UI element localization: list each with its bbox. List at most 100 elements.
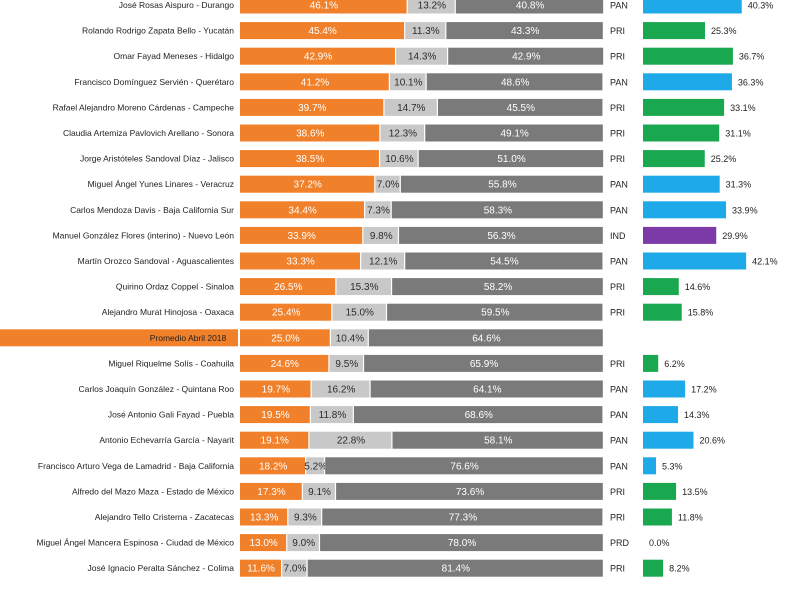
approval-segment-2 bbox=[309, 431, 392, 449]
approval-segment-3 bbox=[455, 0, 604, 14]
approval-segment-2 bbox=[336, 278, 391, 296]
party-label: PRI bbox=[610, 564, 625, 574]
vote-share-label: 14.3% bbox=[684, 410, 710, 420]
approval-segment-label: 54.5% bbox=[490, 257, 518, 268]
approval-segment-label: 7.3% bbox=[367, 205, 390, 216]
approval-segment-1 bbox=[240, 534, 287, 552]
vote-share-label: 40.3% bbox=[748, 1, 774, 11]
party-label: PRI bbox=[610, 513, 625, 523]
approval-segment-1 bbox=[240, 150, 379, 168]
vote-share-label: 5.3% bbox=[662, 461, 683, 471]
party-label: PRI bbox=[610, 103, 625, 113]
governor-row: Rolando Rodrigo Zapata Bello - Yucatán 45… bbox=[82, 22, 737, 40]
approval-segment-label: 24.6% bbox=[271, 359, 299, 370]
governor-name: Omar Fayad Meneses - Hidalgo bbox=[114, 51, 235, 61]
governor-name: Manuel González Flores (interino) - Nuev… bbox=[53, 230, 235, 240]
average-segment-1 bbox=[240, 329, 330, 347]
governor-name: Carlos Mendoza Davis - Baja California S… bbox=[70, 205, 234, 215]
approval-segment-2 bbox=[306, 457, 324, 475]
vote-share-bar bbox=[643, 406, 679, 424]
approval-segment-label: 9.8% bbox=[370, 231, 393, 242]
governor-name: Claudia Artemiza Pavlovich Arellano - So… bbox=[63, 128, 234, 138]
approval-segment-label: 11.6% bbox=[247, 564, 275, 575]
governor-name: Martín Orozco Sandoval - Aguascalientes bbox=[78, 256, 234, 266]
approval-segment-3 bbox=[370, 380, 603, 398]
vote-share-bar bbox=[643, 150, 705, 168]
approval-segment-2 bbox=[384, 98, 437, 116]
vote-share-label: 42.1% bbox=[752, 257, 778, 267]
approval-segment-3 bbox=[399, 226, 603, 244]
approval-segment-label: 46.1% bbox=[310, 1, 338, 12]
vote-share-label: 33.1% bbox=[730, 103, 756, 113]
average-row: Promedio Abril 2018 25.0% 10.4% 64.6% bbox=[0, 329, 603, 347]
governor-row: Miguel Ángel Mancera Espinosa - Ciudad d… bbox=[37, 534, 670, 552]
approval-segment-label: 39.7% bbox=[298, 103, 326, 114]
approval-segment-label: 76.6% bbox=[450, 461, 478, 472]
approval-segment-2 bbox=[329, 354, 363, 372]
vote-share-bar bbox=[643, 98, 725, 116]
approval-segment-label: 14.7% bbox=[397, 103, 425, 114]
approval-segment-label: 12.3% bbox=[389, 129, 417, 140]
governor-row: Carlos Mendoza Davis - Baja California S… bbox=[70, 201, 758, 219]
approval-segment-label: 38.5% bbox=[296, 154, 324, 165]
governor-row: Alfredo del Mazo Maza - Estado de México… bbox=[72, 482, 708, 500]
governor-row: José Antonio Gali Fayad - Puebla 19.5% 11.… bbox=[108, 406, 710, 424]
approval-segment-2 bbox=[310, 406, 353, 424]
approval-segment-label: 55.8% bbox=[488, 180, 516, 191]
approval-segment-3 bbox=[387, 303, 603, 321]
governor-name: Carlos Joaquín González - Quintana Roo bbox=[79, 384, 235, 394]
approval-segment-label: 77.3% bbox=[449, 513, 477, 524]
approval-segment-label: 10.6% bbox=[385, 154, 413, 165]
vote-share-label: 25.2% bbox=[711, 154, 737, 164]
governor-row: Carlos Joaquín González - Quintana Roo 19… bbox=[79, 380, 717, 398]
approval-segment-label: 40.8% bbox=[516, 1, 544, 12]
vote-share-bar bbox=[643, 175, 720, 193]
approval-segment-label: 38.6% bbox=[296, 129, 324, 140]
governor-name: Antonio Echevarría García - Nayarit bbox=[99, 435, 234, 445]
vote-share-bar bbox=[643, 380, 686, 398]
approval-segment-3 bbox=[438, 98, 603, 116]
approval-segment-2 bbox=[396, 47, 448, 65]
party-label: PAN bbox=[610, 205, 628, 215]
approval-segment-label: 65.9% bbox=[470, 359, 498, 370]
approval-segment-3 bbox=[426, 73, 603, 91]
approval-segment-2 bbox=[332, 303, 386, 321]
approval-segment-label: 19.5% bbox=[261, 410, 289, 421]
governor-name: José Antonio Gali Fayad - Puebla bbox=[108, 410, 234, 420]
approval-segment-label: 26.5% bbox=[274, 282, 302, 293]
average-segment-2 bbox=[331, 329, 368, 347]
governor-row: Jorge Aristóteles Sandoval Díaz - Jalisc… bbox=[80, 150, 737, 168]
vote-share-label: 36.7% bbox=[739, 52, 765, 62]
governor-name: Alejandro Murat Hinojosa - Oaxaca bbox=[102, 307, 235, 317]
approval-segment-3 bbox=[307, 559, 603, 577]
governor-row: José Rosas Aispuro - Durango 46.1% 13.2% 40… bbox=[119, 0, 774, 14]
approval-segment-label: 81.4% bbox=[442, 564, 470, 575]
governor-name: Francisco Domínguez Servién - Querétaro bbox=[74, 77, 234, 87]
approval-segment-2 bbox=[363, 226, 398, 244]
governor-name: Francisco Arturo Vega de Lamadrid - Baja… bbox=[38, 461, 234, 471]
approval-segment-label: 34.4% bbox=[288, 205, 316, 216]
approval-segment-label: 42.9% bbox=[304, 52, 332, 63]
approval-segment-1 bbox=[240, 22, 405, 40]
approval-segment-label: 9.5% bbox=[335, 359, 358, 370]
approval-segment-1 bbox=[240, 482, 302, 500]
vote-share-bar bbox=[643, 201, 727, 219]
approval-segment-label: 15.0% bbox=[346, 308, 374, 319]
governor-row: José Ignacio Peralta Sánchez - Colima 11.… bbox=[88, 559, 690, 577]
approval-segment-label: 7.0% bbox=[377, 180, 400, 191]
governor-row: Quirino Ordaz Coppel - Sinaloa 26.5% 15.3%… bbox=[116, 278, 710, 296]
approval-segment-3 bbox=[392, 431, 603, 449]
party-label: PRI bbox=[610, 308, 625, 318]
vote-share-bar bbox=[643, 252, 747, 270]
average-band bbox=[0, 329, 238, 347]
governor-row: Claudia Artemiza Pavlovich Arellano - So… bbox=[63, 124, 751, 142]
approval-segment-label: 15.3% bbox=[350, 282, 378, 293]
approval-segment-label: 12.1% bbox=[369, 257, 397, 268]
vote-share-label: 31.3% bbox=[726, 180, 752, 190]
approval-segment-1 bbox=[240, 457, 306, 475]
party-label: PRI bbox=[610, 282, 625, 292]
approval-segment-label: 11.8% bbox=[319, 410, 347, 421]
approval-segment-1 bbox=[240, 508, 288, 526]
approval-segment-1 bbox=[240, 0, 407, 14]
vote-share-label: 11.8% bbox=[678, 513, 703, 523]
